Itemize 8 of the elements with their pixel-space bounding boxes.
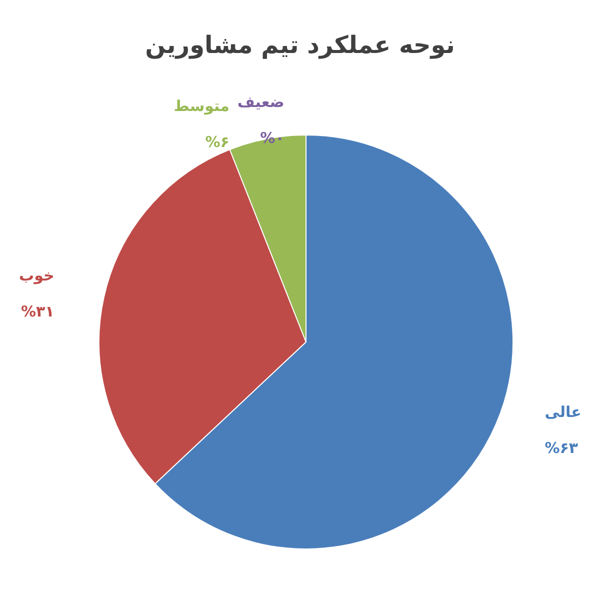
data-label: %۶	[205, 132, 230, 151]
chart-title: نوحه عملکرد تیم مشاورین	[145, 31, 455, 59]
slice-label: متوسط	[174, 96, 230, 115]
data-label: %۶۳	[544, 439, 578, 458]
data-label: %۳۱	[21, 302, 54, 321]
category-label: ضعیف	[237, 93, 284, 111]
slice-label: عالی	[544, 403, 582, 422]
slice-label: خوب	[19, 266, 54, 285]
